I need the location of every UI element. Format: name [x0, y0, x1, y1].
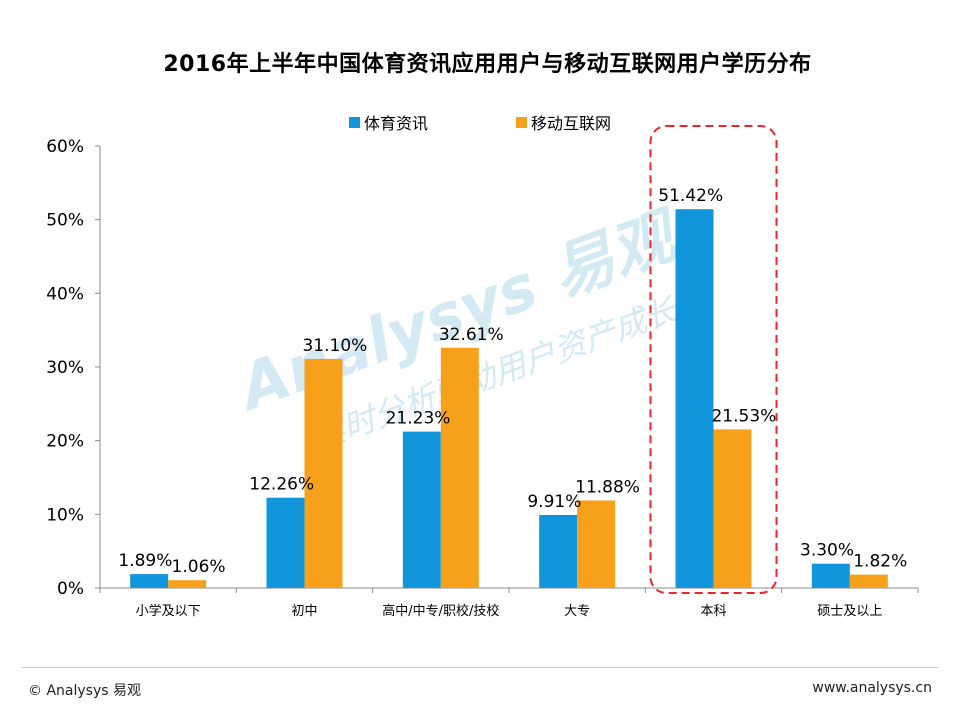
bar-sports-news [675, 209, 714, 588]
y-tick-label: 10% [46, 505, 84, 525]
x-tick-label: 高中/中专/职校/技校 [382, 603, 499, 619]
data-label: 1.06% [172, 557, 226, 577]
legend-swatch [516, 117, 527, 128]
data-label: 9.91% [527, 492, 581, 512]
chart-title: 2016年上半年中国体育资讯应用用户与移动互联网用户学历分布 [163, 52, 812, 77]
x-tick-label: 本科 [700, 604, 726, 619]
data-label: 12.26% [249, 475, 314, 495]
data-label: 31.10% [302, 336, 367, 356]
x-tick-label: 初中 [291, 604, 317, 619]
y-tick-label: 40% [46, 284, 84, 304]
bar-mobile-internet [713, 429, 752, 588]
y-tick-label: 60% [46, 137, 84, 157]
bar-sports-news [266, 497, 305, 588]
x-tick-label: 大专 [564, 604, 590, 619]
highlight-box [649, 125, 778, 594]
bar-mobile-internet [168, 580, 207, 588]
data-label: 32.61% [439, 325, 504, 345]
footer-copyright: © Analysys 易观 [28, 683, 141, 699]
bar-sports-news [130, 574, 169, 588]
data-label: 1.89% [118, 551, 172, 571]
x-tick-label: 小学及以下 [136, 603, 201, 619]
footer-divider [22, 667, 938, 668]
bar-sports-news [402, 431, 441, 588]
legend-swatch [349, 117, 360, 128]
x-tick-label: 硕士及以上 [817, 604, 882, 619]
data-label: 21.23% [386, 409, 451, 429]
bar-sports-news [811, 563, 850, 588]
y-tick-label: 30% [46, 358, 84, 378]
data-label: 11.88% [575, 477, 640, 497]
legend-label: 移动互联网 [531, 114, 611, 133]
bar-mobile-internet [304, 358, 343, 588]
data-label: 51.42% [658, 186, 723, 206]
footer-url: www.analysys.cn [812, 680, 932, 696]
data-label: 1.82% [853, 552, 907, 572]
legend-label: 体育资讯 [364, 114, 428, 133]
y-tick-label: 20% [46, 432, 84, 452]
bar-mobile-internet [440, 347, 479, 588]
data-label: 3.30% [800, 541, 854, 561]
bar-mobile-internet [849, 574, 888, 588]
bar-mobile-internet [577, 500, 616, 588]
data-label: 21.53% [711, 406, 776, 426]
bar-sports-news [539, 514, 578, 588]
y-tick-label: 50% [46, 211, 84, 231]
y-tick-label: 0% [57, 579, 84, 599]
